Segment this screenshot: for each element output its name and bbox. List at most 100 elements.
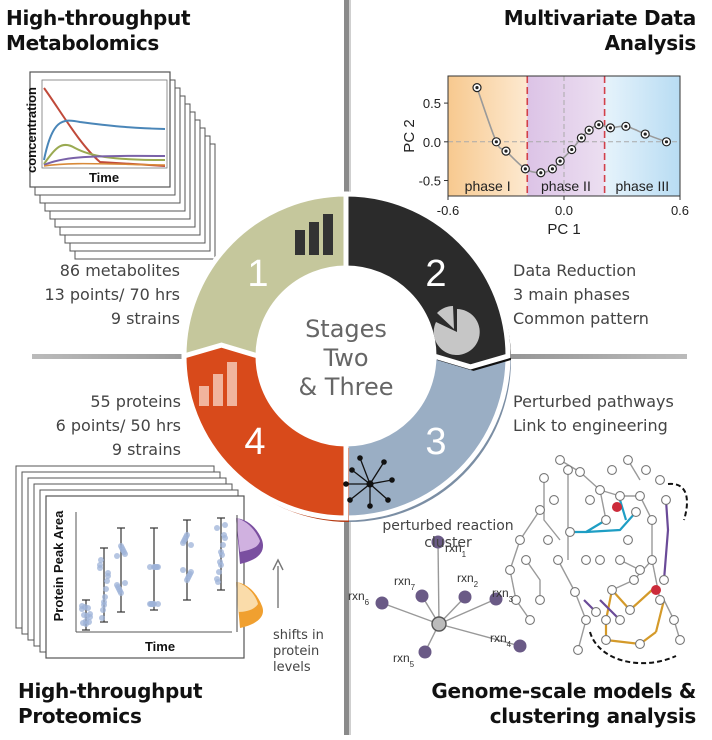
metabolite-node — [607, 585, 617, 595]
reaction-node: rxn1 — [431, 535, 467, 559]
reaction-label: rxn3 — [492, 586, 514, 604]
metabolite-node — [595, 485, 605, 495]
metabolite-node — [570, 587, 580, 597]
protein-timepoint — [79, 599, 93, 631]
protein-timepoint — [114, 527, 128, 613]
metabolite-node — [535, 595, 545, 605]
metabolite-node — [647, 515, 657, 525]
phase-band — [448, 76, 528, 196]
stage-number-2: 2 — [425, 253, 446, 295]
pca-point — [491, 137, 501, 147]
network-edge — [577, 619, 587, 651]
reaction-node: rxn3 — [489, 586, 514, 606]
metabolite-node — [555, 455, 565, 465]
reaction-label: rxn7 — [394, 574, 416, 592]
network-edge — [618, 499, 628, 521]
pca-point — [472, 83, 482, 93]
proteomics-title: High-throughput Proteomics — [18, 679, 203, 728]
metabolite-node — [615, 615, 625, 625]
stage-segment-4 — [181, 342, 349, 521]
bar-chart-icon-light — [199, 362, 237, 406]
level-distributions — [236, 515, 284, 632]
pca-point — [576, 133, 587, 143]
metabolite-node — [563, 465, 573, 475]
metabolite-node — [661, 495, 671, 505]
highlighted-metabolite — [612, 502, 622, 512]
pca-xtick: 0.6 — [671, 203, 689, 218]
network-edge — [599, 489, 607, 521]
metabolite-node — [675, 635, 685, 645]
metabolomics-plot-stack: concentration Time — [24, 71, 216, 260]
metabolite-node — [669, 615, 679, 625]
pca-ytick: 0.0 — [423, 135, 441, 150]
pca-point — [594, 120, 604, 130]
metabolite-node — [549, 495, 559, 505]
metabolite-node — [601, 515, 611, 525]
metabolite-node — [615, 555, 625, 565]
reaction-node: rxn5 — [393, 645, 432, 669]
bar-chart-icon — [295, 214, 333, 255]
metabolite-node — [591, 607, 601, 617]
metabolite-node — [635, 491, 645, 501]
metabolite-node — [641, 465, 651, 475]
metabolite-node — [631, 507, 641, 517]
network-boundary — [667, 482, 688, 521]
pca-chart: phase I phase II phase III -0.6 0.0 0.6 0.5 0.… — [401, 75, 689, 238]
metabolite-node — [635, 639, 645, 649]
reaction-label: rxn6 — [348, 589, 370, 607]
reaction-node: rxn7 — [394, 574, 429, 603]
metabolite-curve-purple — [43, 154, 166, 166]
reaction-label: rxn1 — [445, 541, 467, 559]
pie-chart-icon — [433, 306, 480, 355]
protein-timepoint — [214, 517, 228, 591]
pca-point — [536, 168, 546, 178]
metabolite-node — [655, 475, 665, 485]
reaction-node: rxn4 — [490, 631, 527, 653]
reaction-label: rxn4 — [490, 631, 512, 649]
cycle-center — [260, 270, 432, 442]
phase-label: phase III — [615, 178, 669, 194]
proteomics-plot-stack: Protein Peak Area Time — [15, 465, 284, 659]
genome-models-title: Genome-scale models & clustering analysi… — [431, 679, 696, 728]
metabolomics-title: High-throughput Metabolomics — [6, 6, 191, 55]
metabolite-node — [581, 555, 591, 565]
metabolite-node — [565, 527, 575, 537]
svg-text:Stages: Stages — [305, 315, 387, 343]
metabolite-curve-green — [43, 143, 166, 165]
reaction-label: rxn5 — [393, 651, 415, 669]
cluster-hub — [431, 616, 447, 632]
metabolite-node — [655, 595, 665, 605]
metabolite-node — [585, 495, 595, 505]
pca-point — [501, 146, 511, 156]
cluster-label: perturbed reaction cluster — [382, 518, 514, 551]
stage-segment-3 — [332, 353, 511, 521]
protein-timepoint — [97, 547, 111, 623]
metabolomics-front-plot: concentration Time — [24, 71, 171, 188]
pca-xtick: -0.6 — [437, 203, 459, 218]
protein-timepoint — [147, 527, 161, 611]
metabolite-node — [535, 505, 545, 515]
proteomics-stats: 55 proteins 6 points/ 50 hrs 9 strains — [55, 392, 181, 459]
multivariate-title: Multivariate Data Analysis — [503, 6, 697, 55]
metabolite-node — [647, 555, 657, 565]
reaction-cluster-diagram: rxn1 rxn2 rxn3 rxn4 rxn5 rxn6 rxn7 — [348, 535, 527, 669]
network-edge — [543, 478, 561, 541]
pca-point — [640, 129, 650, 139]
metabolite-node — [607, 465, 617, 475]
metabolite-node — [543, 535, 553, 545]
metabolic-network — [505, 455, 688, 665]
pca-point — [567, 144, 577, 155]
pca-point — [520, 164, 530, 174]
proteomics-ylabel: Protein Peak Area — [51, 510, 66, 622]
metabolite-node — [623, 455, 633, 465]
metabolite-node — [505, 565, 515, 575]
pca-xtick: 0.0 — [555, 203, 573, 218]
network-edge — [585, 511, 637, 534]
metabolite-node — [575, 467, 585, 477]
stage-number-4: 4 — [244, 421, 265, 463]
metabolite-node — [539, 473, 549, 483]
metabolite-node — [625, 605, 635, 615]
metabolite-node — [511, 595, 521, 605]
pca-point — [661, 137, 672, 147]
